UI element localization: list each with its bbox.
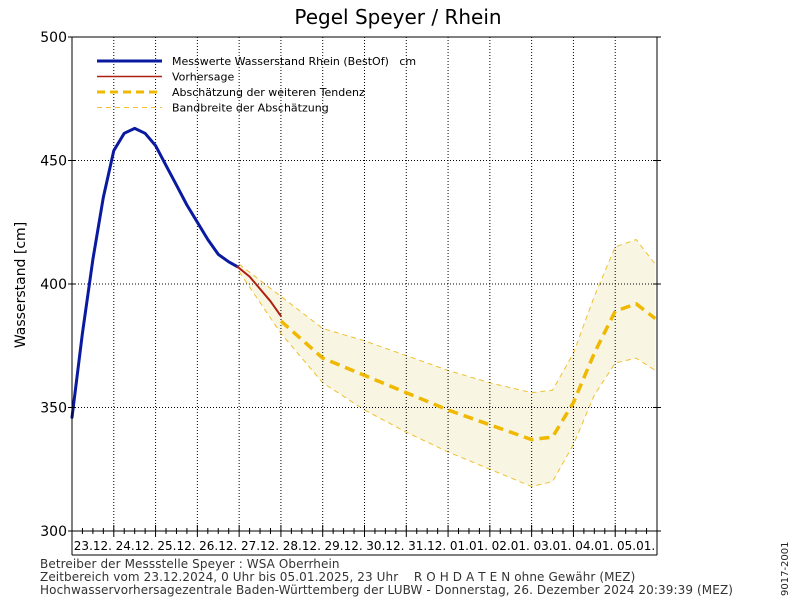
y-tick-label: 350 bbox=[40, 401, 67, 417]
y-tick-label: 500 bbox=[40, 30, 67, 46]
band-layer bbox=[238, 238, 656, 488]
y-tick-label: 300 bbox=[40, 524, 67, 540]
measured-series-line bbox=[70, 126, 239, 419]
legend-label: Abschätzung der weiteren Tendenz bbox=[172, 86, 365, 99]
band-lower-line bbox=[238, 271, 656, 488]
footer-time-range: Zeitbereich vom 23.12.2024, 0 Uhr bis 05… bbox=[40, 570, 636, 584]
x-tick-label: 27.12. bbox=[241, 539, 279, 553]
forecast-series-line bbox=[236, 265, 282, 318]
x-tick-label: 25.12. bbox=[157, 539, 195, 553]
x-tick-label: 30.12. bbox=[366, 539, 404, 553]
x-tick-label: 23.12. bbox=[74, 539, 112, 553]
footer-source: Hochwasservorhersagezentrale Baden-Württ… bbox=[40, 583, 734, 597]
x-tick-label: 04.01. bbox=[575, 539, 613, 553]
x-tick-label: 01.01. bbox=[450, 539, 488, 553]
x-tick-label: 02.01. bbox=[492, 539, 530, 553]
legend-label: Bandbreite der Abschätzung bbox=[172, 102, 329, 115]
x-tick-label: 31.12. bbox=[408, 539, 446, 553]
x-tick-label: 28.12. bbox=[283, 539, 321, 553]
x-tick-label: 29.12. bbox=[325, 539, 363, 553]
x-tick-label: 24.12. bbox=[116, 539, 154, 553]
x-tick-label: 26.12. bbox=[199, 539, 237, 553]
legend-label: Messwerte Wasserstand Rhein (BestOf) cm bbox=[172, 55, 416, 68]
x-tick-label: 03.01. bbox=[533, 539, 571, 553]
grid-layer bbox=[72, 37, 657, 531]
y-tick-label: 450 bbox=[40, 154, 67, 170]
axis-layer: 300 350 400 450 500 23.12. 24.12. 25.12. 26.12. 2… bbox=[40, 30, 661, 556]
footer-operator: Betreiber der Messstelle Speyer : WSA Ob… bbox=[40, 557, 340, 571]
chart-title: Pegel Speyer / Rhein bbox=[294, 5, 501, 29]
x-tick-label: 05.01. bbox=[617, 539, 655, 553]
chart-id-code: 9017-2001 bbox=[780, 541, 791, 596]
legend-label: Vorhersage bbox=[172, 71, 234, 84]
series-layer bbox=[70, 126, 657, 442]
band-upper-line bbox=[238, 238, 656, 394]
estimate-band-fill bbox=[239, 239, 656, 487]
y-tick-label: 400 bbox=[40, 277, 67, 293]
y-axis-label: Wasserstand [cm] bbox=[13, 222, 29, 348]
legend: Messwerte Wasserstand Rhein (BestOf) cm V… bbox=[97, 55, 416, 115]
tendency-series-line bbox=[279, 302, 657, 442]
